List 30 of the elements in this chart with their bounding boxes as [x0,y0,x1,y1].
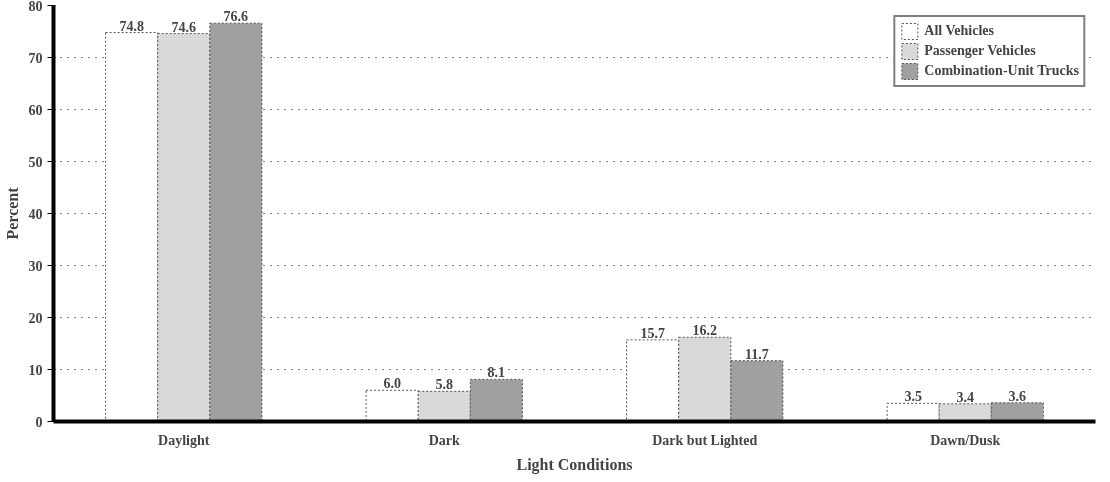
data-label: 3.4 [956,389,974,405]
y-tick-label: 30 [28,258,43,274]
y-tick-label: 80 [28,0,43,14]
data-label: 11.7 [744,346,769,362]
x-tick-label: Dark but Lighted [652,432,758,448]
legend-label: All Vehicles [924,23,994,39]
data-label: 15.7 [640,325,665,341]
y-tick-label: 20 [28,310,43,326]
data-label: 3.6 [1008,388,1027,404]
data-label: 8.1 [487,365,506,381]
data-label: 3.5 [904,389,922,405]
data-label: 5.8 [435,377,453,393]
data-label: 74.6 [171,19,196,35]
y-tick-label: 70 [28,50,43,66]
y-tick-label: 50 [28,154,43,170]
y-tick-label: 60 [28,102,43,118]
data-label: 16.2 [692,323,717,339]
y-axis-title: Percent [3,186,21,240]
data-label: 74.8 [119,18,144,34]
x-tick-label: Dark [428,432,461,448]
data-label: 76.6 [223,9,249,25]
x-axis-title: Light Conditions [516,455,633,474]
legend-label: Passenger Vehicles [924,43,1036,59]
y-tick-label: 10 [28,362,43,378]
legend-label: Combination-Unit Trucks [924,63,1079,79]
y-tick-label: 0 [35,414,43,430]
y-tick-label: 40 [28,206,43,222]
x-tick-label: Daylight [158,432,210,448]
x-tick-label: Dawn/Dusk [930,432,1001,448]
data-label: 6.0 [383,376,401,392]
